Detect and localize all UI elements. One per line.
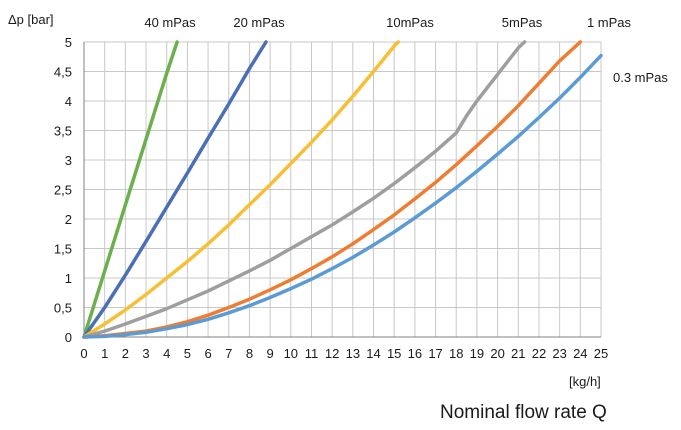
x-tick-label: 18 [449,346,463,361]
y-tick-label: 2,5 [54,183,72,198]
series-label-40-mpas: 40 mPas [144,15,196,30]
series-line-20-mpas [82,40,268,339]
x-tick-label: 25 [594,346,608,361]
x-tick-label: 17 [428,346,442,361]
x-axis-unit-label: [kg/h] [569,374,601,389]
y-tick-label: 0,5 [54,301,72,316]
x-tick-label: 21 [511,346,525,361]
series-line-40-mpas [82,40,179,339]
y-tick-label: 4,5 [54,65,72,80]
series-label-10mpas: 10mPas [386,15,434,30]
x-tick-label: 4 [163,346,170,361]
x-tick-label: 8 [246,346,253,361]
x-tick-label: 23 [552,346,566,361]
series-label-5mpas: 5mPas [502,15,543,30]
y-tick-label: 1 [65,271,72,286]
series-label-20-mpas: 20 mPas [233,15,285,30]
labels-group: 0 1 2 3 4 5 6 7 8 9 10 11 12 13 14 15 16 17 18 19 20 21 22 23 24… [54,15,668,361]
x-tick-label: 20 [490,346,504,361]
x-tick-label: 12 [325,346,339,361]
y-tick-label: 1,5 [54,242,72,257]
x-tick-label: 14 [366,346,380,361]
y-tick-label: 3 [65,153,72,168]
series-group [82,40,603,339]
x-tick-label: 1 [101,346,108,361]
x-tick-label: 22 [532,346,546,361]
x-tick-label: 5 [184,346,191,361]
x-tick-label: 11 [305,346,319,361]
x-tick-label: 13 [346,346,360,361]
x-tick-label: 10 [284,346,298,361]
series-label-0-3-mpas: 0.3 mPas [613,70,668,85]
series-line-5mpas [82,40,527,339]
y-tick-label: 0 [65,330,72,345]
series-line-10mpas [82,40,401,339]
x-tick-label: 15 [387,346,401,361]
y-tick-label: 3,5 [54,124,72,139]
y-tick-label: 5 [65,35,72,50]
y-tick-label: 2 [65,212,72,227]
x-tick-label: 3 [142,346,149,361]
series-label-1-mpas: 1 mPas [587,15,632,30]
axes [83,42,601,338]
x-tick-label: 7 [225,346,232,361]
x-tick-label: 6 [204,346,211,361]
x-tick-label: 16 [408,346,422,361]
series-line-0-3-mpas [82,53,603,339]
x-axis-title: Nominal flow rate Q [440,402,607,423]
x-tick-label: 19 [470,346,484,361]
y-tick-label: 4 [65,94,72,109]
x-tick-label: 0 [80,346,87,361]
x-tick-label: 2 [122,346,129,361]
x-tick-label: 9 [267,346,274,361]
x-tick-label: 24 [573,346,587,361]
y-axis-label: Δp [bar] [8,12,54,27]
